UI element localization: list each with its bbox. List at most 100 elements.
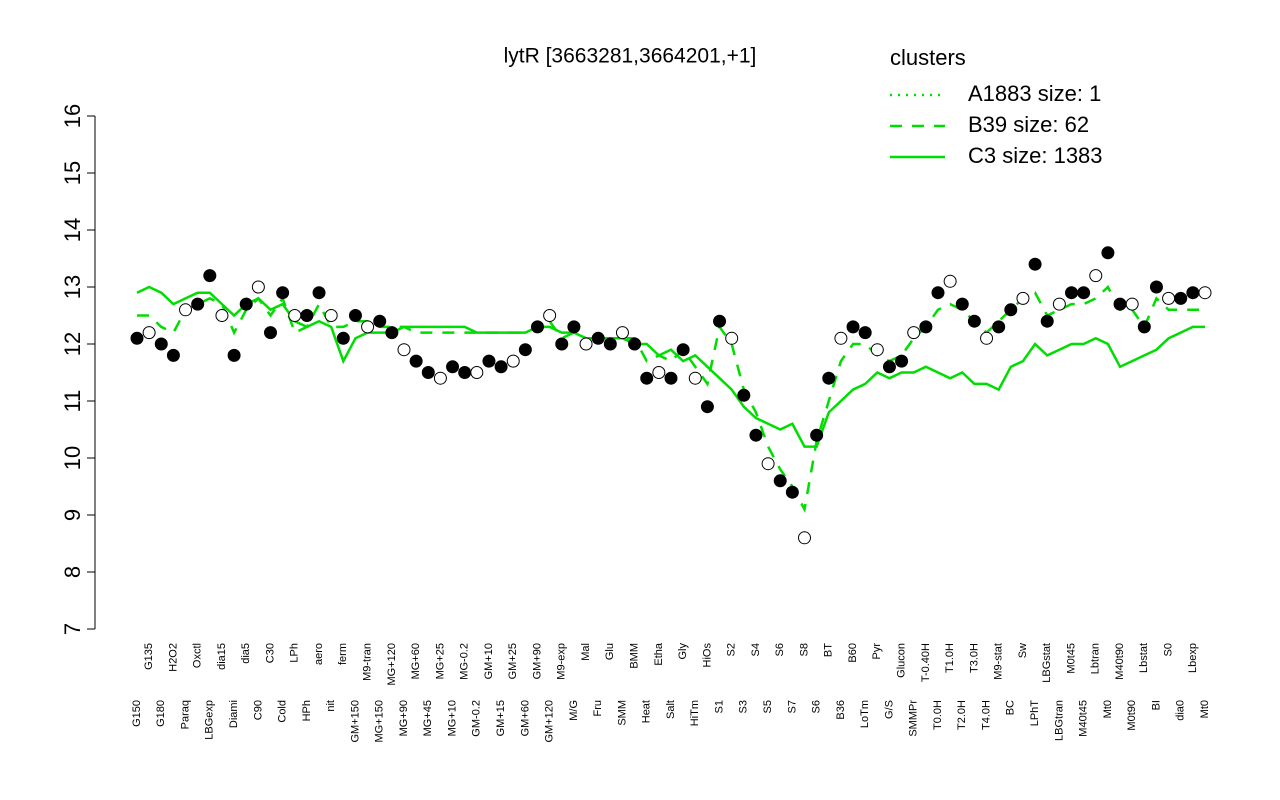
x-tick-label: S2 <box>726 643 738 656</box>
point <box>919 320 933 334</box>
x-tick-label: T-0.40H <box>920 643 932 682</box>
x-tick-label: LPhT <box>1029 700 1041 727</box>
x-tick-label: M9-tran <box>361 643 373 681</box>
point <box>579 337 593 351</box>
y-tick-label: 12 <box>60 332 85 356</box>
point <box>191 297 205 311</box>
x-tick-label: S1 <box>713 700 725 713</box>
x-tick-label: S3 <box>738 700 750 713</box>
legend-label: B39 size: 62 <box>968 112 1089 137</box>
point <box>652 366 666 379</box>
point <box>676 343 690 357</box>
point <box>470 366 484 379</box>
point <box>1040 314 1054 328</box>
point <box>543 309 557 322</box>
y-tick-label: 10 <box>60 446 85 470</box>
point <box>336 331 350 345</box>
x-tick-label: T1.0H <box>944 643 956 673</box>
y-tick-label: 14 <box>60 218 85 242</box>
legend-label: A1883 size: 1 <box>968 81 1101 106</box>
x-tick-label: GM+150 <box>349 700 361 743</box>
point <box>397 343 411 357</box>
point <box>1052 297 1066 311</box>
x-tick-label: SMMPr <box>908 700 920 737</box>
point <box>567 320 581 334</box>
x-tick-label: Lbtran <box>1090 643 1102 674</box>
x-tick-label: S6 <box>811 700 823 713</box>
x-tick-label: GM+120 <box>544 700 556 743</box>
point <box>725 331 739 345</box>
point <box>955 297 969 311</box>
x-tick-label: nit <box>325 700 337 712</box>
point <box>494 360 508 374</box>
x-tick-label: BT <box>823 643 835 657</box>
x-tick-label: Pyr <box>871 643 883 660</box>
point <box>895 354 909 368</box>
point <box>312 286 326 300</box>
point <box>1198 286 1212 300</box>
x-tick-label: M0t90 <box>1126 700 1138 731</box>
cluster-line <box>136 285 1205 448</box>
point <box>446 360 460 374</box>
point <box>761 457 775 471</box>
y-tick-label: 13 <box>60 275 85 299</box>
point <box>591 331 605 345</box>
point <box>907 326 921 340</box>
point <box>385 326 399 340</box>
x-tick-label: HiTm <box>689 700 701 726</box>
point <box>737 388 751 402</box>
x-tick-label: C30 <box>264 643 276 663</box>
point <box>1149 280 1163 294</box>
legend-label: C3 size: 1383 <box>968 143 1103 168</box>
point <box>288 309 302 322</box>
y-tick-label: 9 <box>60 509 85 521</box>
x-tick-label: S4 <box>750 643 762 656</box>
point <box>773 474 787 488</box>
x-tick-label: B36 <box>835 700 847 720</box>
point <box>1137 320 1151 334</box>
point <box>251 280 265 294</box>
x-tick-label: G180 <box>155 700 167 727</box>
point <box>1162 291 1176 305</box>
y-tick-label: 7 <box>60 623 85 635</box>
x-tick-label: MG-0.2 <box>459 643 471 680</box>
x-tick-label: T0.0H <box>932 700 944 730</box>
point <box>882 360 896 374</box>
x-tick-label: HiOs <box>701 643 713 668</box>
point <box>992 320 1006 334</box>
x-tick-label: G150 <box>131 700 143 727</box>
x-tick-label: Heat <box>641 700 653 723</box>
x-tick-label: LPh <box>289 643 301 663</box>
x-tick-label: S8 <box>798 643 810 656</box>
x-tick-label: GM+25 <box>507 643 519 679</box>
point <box>555 337 569 351</box>
x-tick-label: MG+150 <box>374 700 386 743</box>
x-tick-label: S6 <box>774 643 786 656</box>
x-tick-label: GM+60 <box>519 700 531 736</box>
x-tick-label: MG+90 <box>398 700 410 736</box>
x-tick-label: dia15 <box>216 643 228 670</box>
point <box>967 314 981 328</box>
point <box>1089 269 1103 283</box>
y-tick-label: 16 <box>60 104 85 128</box>
x-tick-label: dia5 <box>240 643 252 664</box>
x-tick-label: Mal <box>580 643 592 661</box>
x-tick-label: Etha <box>653 642 665 666</box>
x-tick-label: Mt0 <box>1102 700 1114 718</box>
point <box>518 343 532 357</box>
point <box>846 320 860 334</box>
point <box>870 343 884 357</box>
x-tick-label: T4.0H <box>980 700 992 730</box>
x-tick-label: M9-exp <box>556 643 568 680</box>
point <box>1016 291 1030 305</box>
x-tick-label: Gly <box>677 643 689 660</box>
x-tick-label: S7 <box>786 700 798 713</box>
point <box>348 309 362 322</box>
x-tick-label: LBGexp <box>204 700 216 740</box>
x-tick-label: Glucon <box>895 643 907 678</box>
x-tick-label: S0 <box>1162 643 1174 656</box>
point <box>931 286 945 300</box>
x-tick-label: Salt <box>665 700 677 719</box>
x-tick-label: LBGtran <box>1053 700 1065 741</box>
x-tick-label: dia0 <box>1175 700 1187 721</box>
